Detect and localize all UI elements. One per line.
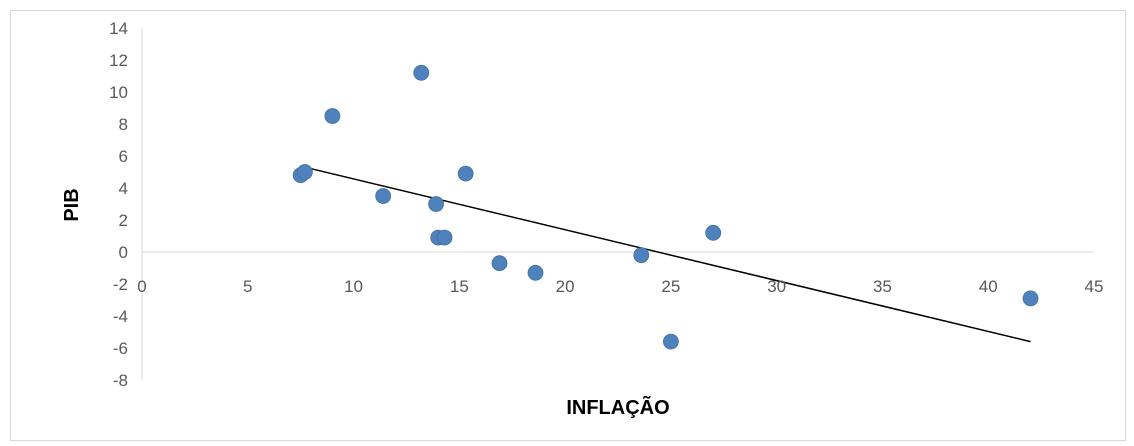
data-point [296,164,313,180]
y-tick-label: 12 [109,51,128,70]
x-tick-label: 45 [1085,277,1104,296]
data-point [705,224,722,241]
y-tick-label: -4 [113,307,128,326]
data-point [1022,290,1039,307]
y-tick-label: 2 [119,211,128,230]
y-tick-label: -2 [113,275,128,294]
data-point [436,229,453,246]
x-tick-label: 30 [767,277,786,296]
data-point [662,333,679,350]
data-point [633,247,650,264]
y-tick-label: 6 [119,147,128,166]
data-point [457,165,474,182]
x-tick-label: 5 [243,277,252,296]
y-tick-label: -6 [113,339,128,358]
axes [141,28,1094,380]
points-group [292,64,1039,350]
x-tick-label: 35 [873,277,892,296]
x-tick-label: 15 [450,277,469,296]
data-point [491,255,508,272]
trendline-group [304,166,1031,343]
data-point [324,108,341,124]
y-tick-label: 14 [109,19,128,38]
data-point [375,188,392,204]
y-tick-label: 0 [119,243,128,262]
x-tick-label: 10 [344,277,363,296]
y-tick-label: 4 [119,179,128,198]
y-tick-label: 10 [109,83,128,102]
y-axis-title: PIB [61,188,83,221]
chart-frame [10,10,1126,441]
y-tick-label: -8 [113,371,128,390]
x-axis-title: INFLAÇÃO [566,396,669,419]
data-point [428,196,444,212]
x-tick-label: 0 [137,277,146,296]
x-tick-label: 40 [979,277,998,296]
x-tick-label: 20 [556,277,575,296]
data-point [413,64,430,81]
data-point [527,264,544,281]
x-tick-label: 25 [661,277,680,296]
y-tick-label: 8 [119,115,128,134]
trendline [304,166,1031,343]
